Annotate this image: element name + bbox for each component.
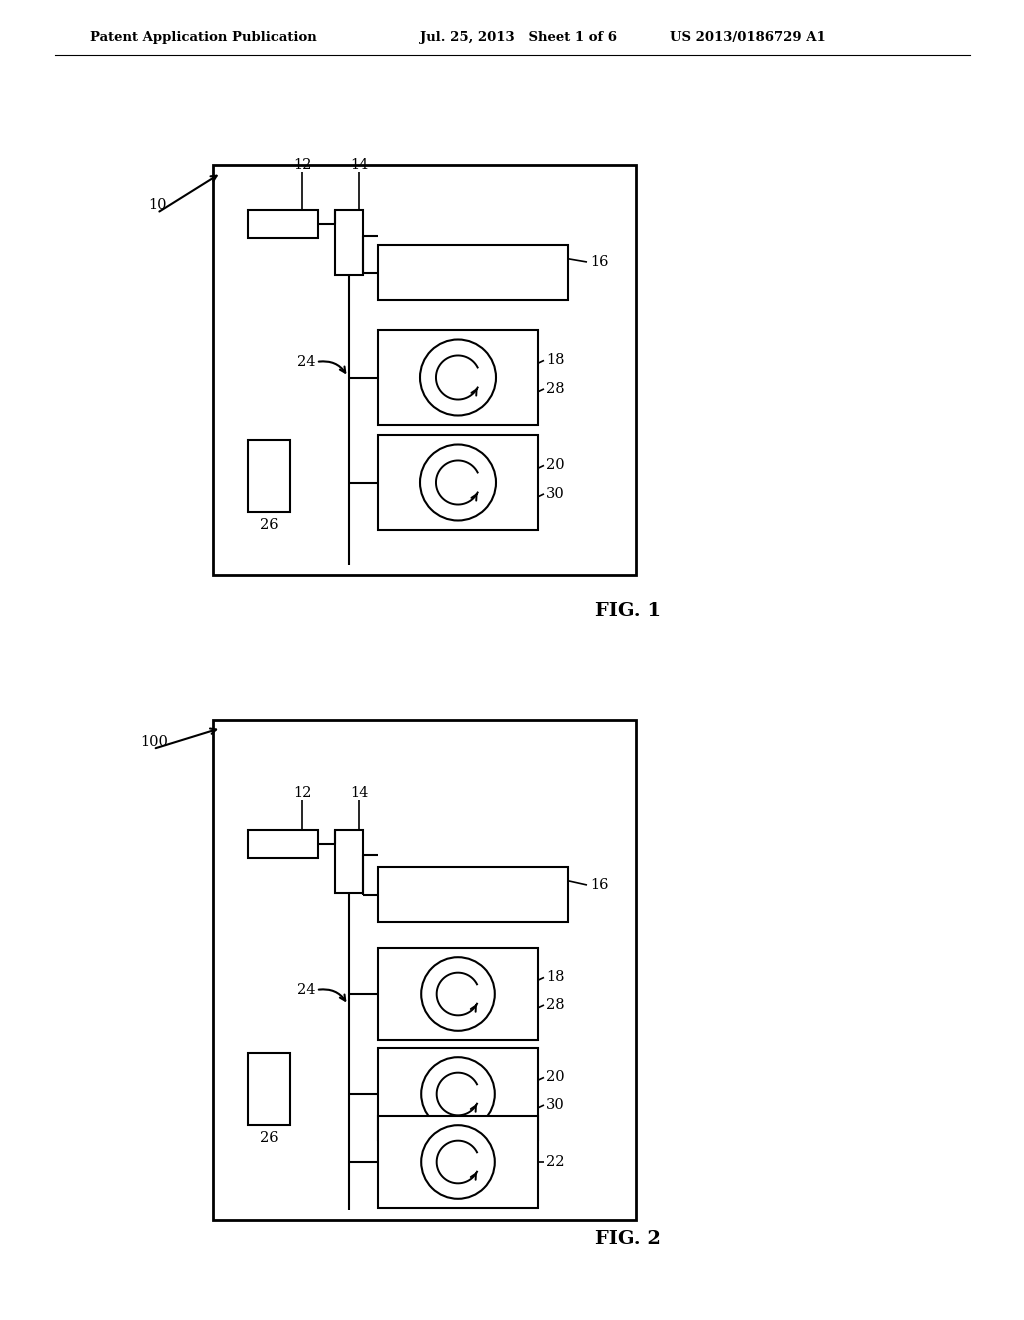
Text: 10: 10 — [148, 198, 167, 213]
Bar — [335, 210, 362, 275]
Bar — [248, 1053, 290, 1125]
Bar — [378, 948, 538, 1040]
Bar — [248, 440, 290, 512]
Bar — [248, 210, 318, 238]
Bar — [378, 1048, 538, 1140]
Text: 16: 16 — [590, 255, 608, 269]
Text: FIG. 2: FIG. 2 — [595, 1230, 660, 1247]
Text: 20: 20 — [546, 1071, 564, 1085]
Text: 100: 100 — [140, 735, 168, 748]
Text: Jul. 25, 2013   Sheet 1 of 6: Jul. 25, 2013 Sheet 1 of 6 — [420, 30, 617, 44]
Bar — [213, 719, 636, 1220]
Bar — [378, 1115, 538, 1208]
Bar — [213, 165, 636, 576]
Text: 16: 16 — [590, 878, 608, 892]
Text: 12: 12 — [293, 158, 311, 172]
Bar — [335, 830, 362, 894]
Text: 14: 14 — [350, 158, 369, 172]
Text: 14: 14 — [350, 785, 369, 800]
Text: 30: 30 — [546, 487, 565, 500]
Bar — [378, 330, 538, 425]
Bar — [378, 436, 538, 531]
Text: 24: 24 — [297, 355, 315, 370]
Text: 20: 20 — [546, 458, 564, 473]
Text: 28: 28 — [546, 998, 564, 1012]
Text: 30: 30 — [546, 1098, 565, 1111]
Text: US 2013/0186729 A1: US 2013/0186729 A1 — [670, 30, 825, 44]
Text: 26: 26 — [260, 1131, 279, 1144]
Text: 26: 26 — [260, 517, 279, 532]
Text: Patent Application Publication: Patent Application Publication — [90, 30, 316, 44]
Text: 12: 12 — [293, 785, 311, 800]
Text: 24: 24 — [297, 983, 315, 997]
Bar — [248, 830, 318, 858]
Text: 18: 18 — [546, 970, 564, 985]
Bar — [378, 246, 568, 300]
Bar — [378, 867, 568, 921]
Text: 22: 22 — [546, 1155, 564, 1170]
Text: 18: 18 — [546, 354, 564, 367]
Text: FIG. 1: FIG. 1 — [595, 602, 662, 620]
Text: 28: 28 — [546, 381, 564, 396]
